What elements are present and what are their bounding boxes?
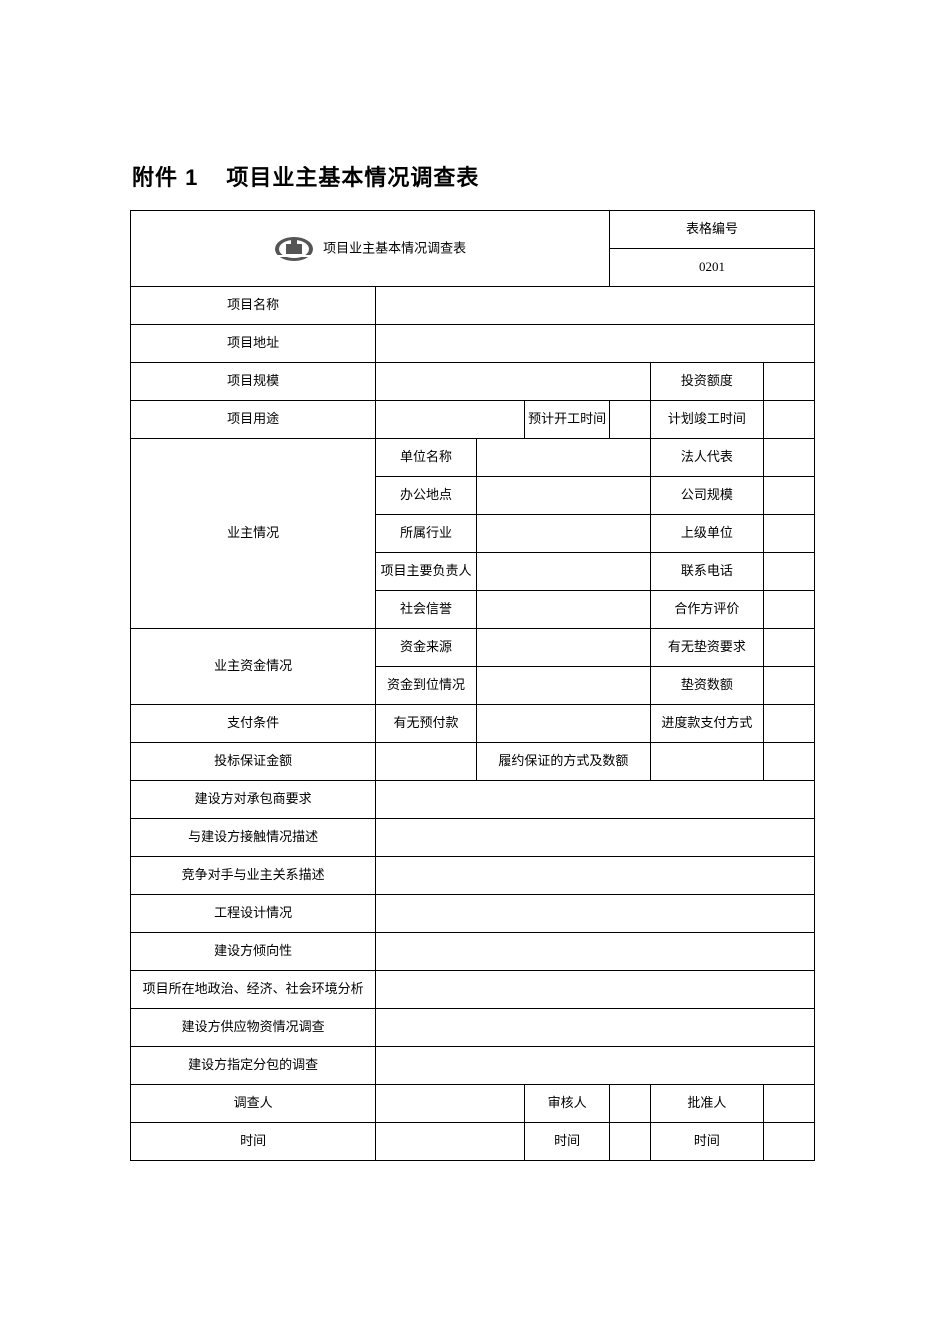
- label-fund-inplace: 资金到位情况: [376, 667, 476, 705]
- label-plan-start: 预计开工时间: [525, 401, 610, 439]
- value-fund-source: [476, 629, 650, 667]
- label-prepay: 有无预付款: [376, 705, 476, 743]
- form-no-label: 表格编号: [609, 211, 814, 249]
- value-advance-req: [763, 629, 814, 667]
- label-time-2: 时间: [525, 1123, 610, 1161]
- label-owner-fund: 业主资金情况: [131, 629, 376, 705]
- form-no-value: 0201: [609, 249, 814, 287]
- label-project-scale: 项目规模: [131, 363, 376, 401]
- value-project-use: [376, 401, 525, 439]
- value-env-analysis: [376, 971, 815, 1009]
- label-time-3: 时间: [650, 1123, 763, 1161]
- value-time-2: [609, 1123, 650, 1161]
- value-contractor-req: [376, 781, 815, 819]
- form-title-text: 项目业主基本情况调查表: [323, 240, 466, 255]
- label-advance-amount: 垫资数额: [650, 667, 763, 705]
- label-owner-info: 业主情况: [131, 439, 376, 629]
- value-builder-pref: [376, 933, 815, 971]
- label-approver: 批准人: [650, 1085, 763, 1123]
- label-legal-rep: 法人代表: [650, 439, 763, 477]
- value-perf-bond: [650, 743, 763, 781]
- value-prepay: [476, 705, 650, 743]
- value-partner-eval: [763, 591, 814, 629]
- label-time-1: 时间: [131, 1123, 376, 1161]
- label-competitor-desc: 竞争对手与业主关系描述: [131, 857, 376, 895]
- label-project-name: 项目名称: [131, 287, 376, 325]
- label-superior-unit: 上级单位: [650, 515, 763, 553]
- label-subcontract-survey: 建设方指定分包的调查: [131, 1047, 376, 1085]
- label-bid-bond: 投标保证金额: [131, 743, 376, 781]
- value-contact-desc: [376, 819, 815, 857]
- value-time-3: [763, 1123, 814, 1161]
- label-company-scale: 公司规模: [650, 477, 763, 515]
- label-industry: 所属行业: [376, 515, 476, 553]
- label-pay-cond: 支付条件: [131, 705, 376, 743]
- value-plan-end: [763, 401, 814, 439]
- label-contact-tel: 联系电话: [650, 553, 763, 591]
- survey-form-table: 项目业主基本情况调查表 表格编号 0201 项目名称 项目地址 项目规模 投资额…: [130, 210, 815, 1161]
- label-fund-source: 资金来源: [376, 629, 476, 667]
- value-approver: [763, 1085, 814, 1123]
- label-project-addr: 项目地址: [131, 325, 376, 363]
- heading-prefix: 附件 1: [132, 165, 198, 190]
- value-project-addr: [376, 325, 815, 363]
- label-perf-bond: 履约保证的方式及数额: [476, 743, 650, 781]
- value-reviewer: [609, 1085, 650, 1123]
- form-title-cell: 项目业主基本情况调查表: [131, 211, 610, 287]
- label-reviewer: 审核人: [525, 1085, 610, 1123]
- label-social-credit: 社会信誉: [376, 591, 476, 629]
- label-plan-end: 计划竣工时间: [650, 401, 763, 439]
- label-env-analysis: 项目所在地政治、经济、社会环境分析: [131, 971, 376, 1009]
- label-unit-name: 单位名称: [376, 439, 476, 477]
- label-contact-desc: 与建设方接触情况描述: [131, 819, 376, 857]
- value-superior-unit: [763, 515, 814, 553]
- value-advance-amount: [763, 667, 814, 705]
- label-partner-eval: 合作方评价: [650, 591, 763, 629]
- value-investigator: [376, 1085, 525, 1123]
- label-advance-req: 有无垫资要求: [650, 629, 763, 667]
- value-social-credit: [476, 591, 650, 629]
- label-proj-leader: 项目主要负责人: [376, 553, 476, 591]
- value-fund-inplace: [476, 667, 650, 705]
- label-office-addr: 办公地点: [376, 477, 476, 515]
- value-office-addr: [476, 477, 650, 515]
- page-heading: 附件 1 项目业主基本情况调查表: [132, 160, 815, 192]
- value-subcontract-survey: [376, 1047, 815, 1085]
- label-investigator: 调查人: [131, 1085, 376, 1123]
- label-invest-amount: 投资额度: [650, 363, 763, 401]
- label-progress-pay: 进度款支付方式: [650, 705, 763, 743]
- value-project-name: [376, 287, 815, 325]
- value-bid-bond: [376, 743, 476, 781]
- value-perf-bond-2: [763, 743, 814, 781]
- logo-icon: [274, 236, 314, 262]
- value-company-scale: [763, 477, 814, 515]
- value-progress-pay: [763, 705, 814, 743]
- label-project-use: 项目用途: [131, 401, 376, 439]
- value-legal-rep: [763, 439, 814, 477]
- label-supply-survey: 建设方供应物资情况调查: [131, 1009, 376, 1047]
- value-supply-survey: [376, 1009, 815, 1047]
- value-invest-amount: [763, 363, 814, 401]
- value-design-status: [376, 895, 815, 933]
- value-project-scale: [376, 363, 651, 401]
- heading-main: 项目业主基本情况调查表: [226, 165, 479, 190]
- label-builder-pref: 建设方倾向性: [131, 933, 376, 971]
- value-contact-tel: [763, 553, 814, 591]
- value-plan-start: [609, 401, 650, 439]
- value-proj-leader: [476, 553, 650, 591]
- value-industry: [476, 515, 650, 553]
- value-unit-name: [476, 439, 650, 477]
- label-design-status: 工程设计情况: [131, 895, 376, 933]
- value-competitor-desc: [376, 857, 815, 895]
- value-time-1: [376, 1123, 525, 1161]
- label-contractor-req: 建设方对承包商要求: [131, 781, 376, 819]
